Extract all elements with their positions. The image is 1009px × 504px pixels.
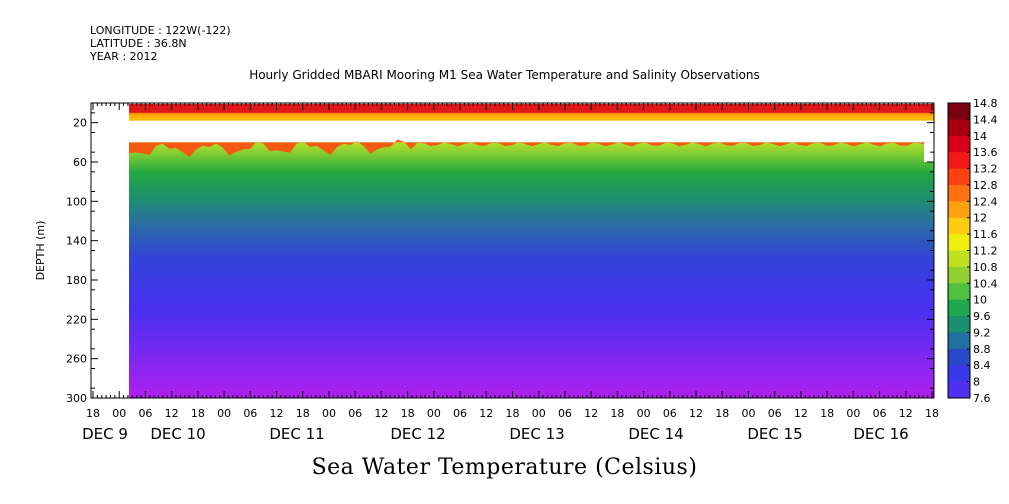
colorbar-label: 11.2: [973, 245, 998, 258]
colorbar-label: 12.8: [973, 179, 998, 192]
colorbar-label: 9.2: [973, 326, 991, 339]
colorbar-segment: [948, 234, 970, 251]
x-hour-label: 06: [873, 407, 887, 420]
colorbar-segment: [948, 168, 970, 186]
colorbar-segment: [948, 348, 970, 366]
x-hour-label: 12: [165, 407, 179, 420]
colorbar-segment: [948, 316, 970, 333]
x-hour-label: 00: [637, 407, 651, 420]
y-tick-label: 60: [73, 156, 87, 169]
chart-subtitle: Sea Water Temperature (Celsius): [311, 455, 698, 480]
y-tick-label: 20: [73, 117, 87, 130]
x-hour-label: 06: [558, 407, 572, 420]
colorbar-segment: [948, 299, 970, 317]
colorbar-label: 12: [973, 212, 987, 225]
colorbar-label: 14.8: [973, 97, 998, 110]
x-hour-label: 00: [846, 407, 860, 420]
x-hour-label: 06: [453, 407, 467, 420]
x-day-label: DEC 15: [747, 425, 802, 443]
x-hour-label: 18: [296, 407, 310, 420]
x-hour-label: 12: [374, 407, 388, 420]
x-hour-label: 06: [768, 407, 782, 420]
x-day-label: DEC 16: [853, 425, 908, 443]
colorbar-segment: [948, 184, 970, 202]
x-hour-label: 06: [663, 407, 677, 420]
y-tick-label: 140: [66, 235, 87, 248]
y-tick-label: 300: [66, 392, 87, 405]
chart-title: Hourly Gridded MBARI Mooring M1 Sea Wate…: [249, 68, 760, 82]
longitude-label: LONGITUDE : 122W(-122): [90, 24, 231, 37]
colorbar-label: 11.6: [973, 228, 998, 241]
colorbar-segment: [948, 201, 970, 219]
x-hour-label: 06: [138, 407, 152, 420]
colorbar-label: 13.6: [973, 146, 998, 159]
colorbar-segment: [948, 119, 970, 137]
y-axis-label: DEPTH (m): [34, 221, 47, 281]
y-tick-label: 180: [66, 274, 87, 287]
x-hour-label: 00: [217, 407, 231, 420]
data-gap: [129, 120, 935, 143]
x-day-label: DEC 11: [269, 425, 324, 443]
colorbar-segment: [948, 217, 970, 235]
x-hour-label: 12: [689, 407, 703, 420]
x-hour-label: 18: [715, 407, 729, 420]
colorbar-segment: [948, 250, 970, 268]
x-day-label: DEC 12: [390, 425, 445, 443]
colorbar-label: 14.4: [973, 113, 998, 126]
chart-metadata: LONGITUDE : 122W(-122) LATITUDE : 36.8N …: [90, 24, 231, 63]
x-hour-label: 18: [191, 407, 205, 420]
colorbar-label: 10.8: [973, 261, 998, 274]
colorbar-segment: [948, 152, 970, 170]
x-hour-label: 18: [925, 407, 939, 420]
colorbar-label: 8.4: [973, 359, 991, 372]
colorbar-label: 7.6: [973, 392, 991, 405]
colorbar-label: 9.6: [973, 310, 991, 323]
x-hour-label: 18: [820, 407, 834, 420]
data-gap-edge: [924, 142, 934, 162]
x-hour-label: 18: [86, 407, 100, 420]
x-hour-label: 18: [506, 407, 520, 420]
x-day-label: DEC 10: [150, 425, 205, 443]
colorbar-segment: [948, 365, 970, 383]
x-hour-label: 18: [401, 407, 415, 420]
x-hour-label: 12: [479, 407, 493, 420]
colorbar-label: 13.2: [973, 163, 998, 176]
temperature-field: [129, 104, 934, 398]
year-label: YEAR : 2012: [90, 50, 158, 63]
colorbar-label: 14: [973, 130, 987, 143]
y-tick-label: 220: [66, 313, 87, 326]
colorbar-segment: [948, 103, 970, 120]
colorbar-segment: [948, 332, 970, 350]
x-hour-label: 12: [584, 407, 598, 420]
colorbar-segment: [948, 266, 970, 284]
x-hour-label: 06: [243, 407, 257, 420]
x-hour-label: 00: [427, 407, 441, 420]
x-hour-label: 00: [741, 407, 755, 420]
x-hour-label: 00: [532, 407, 546, 420]
x-hour-label: 00: [322, 407, 336, 420]
colorbar-segment: [948, 283, 970, 301]
colorbar-label: 12.4: [973, 195, 998, 208]
colorbar-label: 10: [973, 294, 987, 307]
x-day-label: DEC 14: [628, 425, 683, 443]
x-hour-label: 12: [794, 407, 808, 420]
colorbar-label: 10.4: [973, 277, 998, 290]
colorbar-segment: [948, 381, 970, 399]
x-hour-label: 12: [270, 407, 284, 420]
x-hour-label: 18: [610, 407, 624, 420]
surface-band: [129, 103, 934, 113]
colorbar-label: 8: [973, 376, 980, 389]
y-tick-label: 100: [66, 195, 87, 208]
x-day-label: DEC 9: [82, 425, 128, 443]
colorbar-label: 8.8: [973, 343, 991, 356]
y-tick-label: 260: [66, 353, 87, 366]
x-hour-label: 06: [348, 407, 362, 420]
warm-layer: [129, 139, 934, 157]
x-day-label: DEC 13: [509, 425, 564, 443]
latitude-label: LATITUDE : 36.8N: [90, 37, 187, 50]
x-hour-label: 00: [112, 407, 126, 420]
colorbar-segment: [948, 135, 970, 153]
x-hour-label: 12: [899, 407, 913, 420]
